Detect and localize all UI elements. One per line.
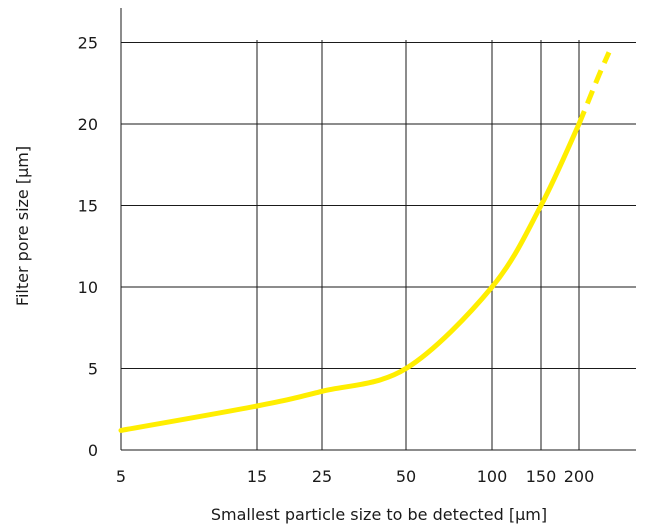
x-tick-label: 25 <box>312 467 332 486</box>
y-tick-label: 0 <box>88 441 98 460</box>
x-tick-label: 15 <box>247 467 267 486</box>
curve <box>118 51 612 433</box>
x-tick-label: 50 <box>396 467 416 486</box>
y-tick-label: 15 <box>78 197 98 216</box>
x-tick-label: 150 <box>526 467 557 486</box>
y-tick-label: 25 <box>78 34 98 53</box>
series-extrapolation-line <box>576 51 612 125</box>
y-axis-title: Filter pore size [µm] <box>13 146 32 306</box>
grid <box>121 40 636 450</box>
x-tick-label: 100 <box>477 467 508 486</box>
y-tick-label: 5 <box>88 360 98 379</box>
x-tick-label: 200 <box>564 467 595 486</box>
y-tick-label: 10 <box>78 278 98 297</box>
x-axis-title: Smallest particle size to be detected [µ… <box>211 505 547 524</box>
x-tick-label: 5 <box>116 467 126 486</box>
series-line <box>118 121 582 433</box>
y-tick-label: 20 <box>78 115 98 134</box>
axes <box>120 8 636 451</box>
